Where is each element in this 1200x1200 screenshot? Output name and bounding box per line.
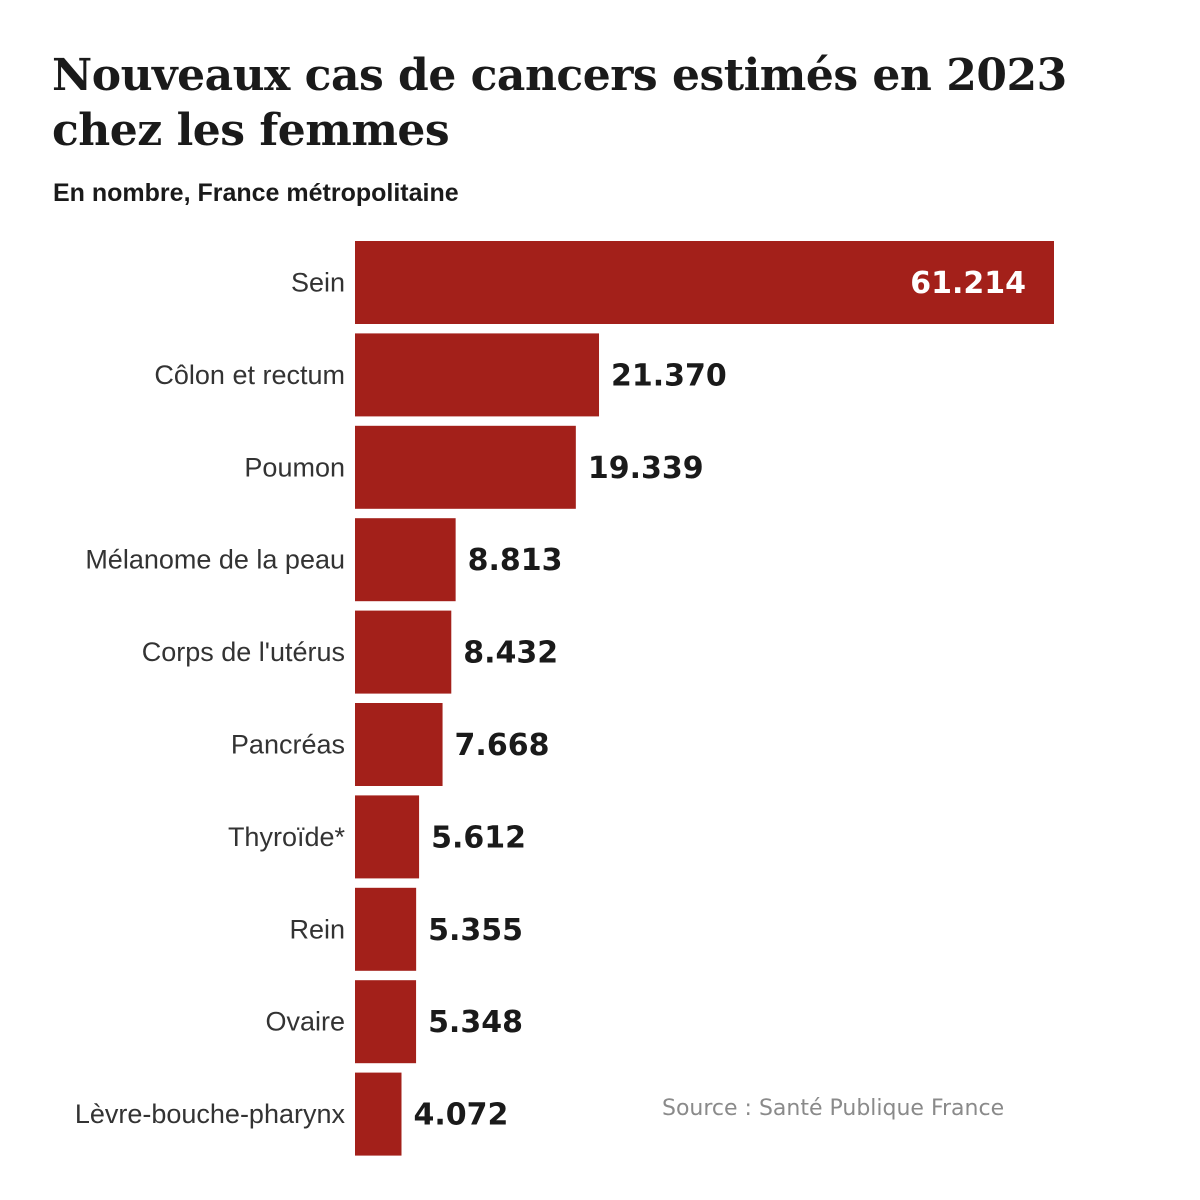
bar-5 [355,703,443,786]
bar-8 [355,980,417,1064]
value-label-2: 19.339 [588,451,704,486]
category-label-1: Côlon et rectum [154,360,345,390]
bar-0 [355,241,1054,324]
bar-2 [355,425,576,509]
category-label-3: Mélanome de la peau [85,545,345,575]
source-note: Source : Santé Publique France [662,1096,1005,1121]
bar-1 [355,333,600,417]
value-label-5: 7.668 [455,728,550,763]
chart-title: Nouveaux cas de cancers estimés en 2023 … [52,50,1067,156]
bar-9 [355,1072,402,1156]
value-label-8: 5.348 [428,1005,523,1040]
bar-3 [355,518,456,602]
category-label-7: Rein [289,914,345,944]
value-label-6: 5.612 [431,820,526,855]
bar-6 [355,795,420,879]
bars-layer: Sein 61.214 Côlon et rectum 21.370 Poumon 19.… [75,241,1054,1156]
value-label-7: 5.355 [428,913,523,948]
category-label-6: Thyroïde* [228,822,346,852]
bar-4 [355,610,452,694]
category-label-5: Pancréas [231,730,345,760]
value-label-9: 4.072 [413,1098,508,1133]
category-label-9: Lèvre-bouche-pharynx [75,1099,346,1129]
value-label-0: 61.214 [910,266,1026,301]
category-label-4: Corps de l'utérus [142,637,345,667]
value-label-3: 8.813 [468,543,563,578]
chart-subtitle: En nombre, France métropolitaine [53,179,459,207]
value-label-4: 8.432 [463,636,558,671]
category-label-8: Ovaire [265,1007,345,1037]
value-label-1: 21.370 [611,358,727,393]
bar-7 [355,887,417,971]
category-label-0: Sein [291,268,345,298]
category-label-2: Poumon [244,452,345,482]
